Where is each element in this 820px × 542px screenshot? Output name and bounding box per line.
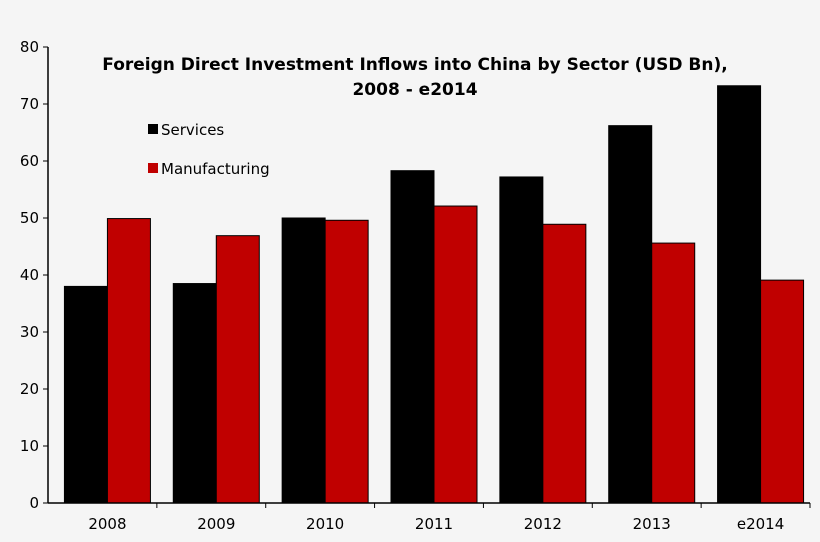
legend-label-services: Services: [161, 121, 224, 139]
bar-services-2010: [281, 217, 326, 504]
x-tick-label: 2011: [415, 515, 453, 533]
x-tick-label: 2010: [306, 515, 344, 533]
bar-services-2008: [63, 285, 108, 504]
y-tick-label: 70: [20, 95, 39, 113]
bar-services-2011: [390, 170, 435, 504]
legend-swatch-manufacturing: [148, 163, 158, 173]
chart-title: Foreign Direct Investment Inflows into C…: [102, 55, 727, 75]
y-ticks-group: 0 10 20 30 40 50 60 70 80: [20, 38, 48, 512]
x-tick-label: 2013: [633, 515, 671, 533]
bar-manufacturing-2008: [106, 218, 151, 504]
bars-group: [63, 85, 805, 504]
bar-services-2013: [608, 125, 653, 504]
x-ticks-group: 2008 2009 2010 2011 2012 2013 e2014: [88, 503, 811, 533]
y-tick-label: 50: [20, 209, 39, 227]
y-tick-label: 80: [20, 38, 39, 56]
y-tick-label: 10: [20, 437, 39, 455]
bar-services-2009: [172, 283, 217, 504]
legend-label-manufacturing: Manufacturing: [161, 160, 270, 178]
y-tick-label: 0: [29, 494, 39, 512]
bar-services-e2014: [717, 85, 762, 504]
y-tick-label: 30: [20, 323, 39, 341]
x-tick-label: 2012: [524, 515, 562, 533]
x-tick-label: 2008: [88, 515, 126, 533]
bar-manufacturing-2009: [215, 235, 260, 504]
legend-swatch-services: [148, 124, 158, 134]
y-tick-label: 60: [20, 152, 39, 170]
bar-manufacturing-2013: [651, 242, 696, 504]
bar-manufacturing-e2014: [760, 279, 805, 504]
bar-manufacturing-2011: [433, 205, 478, 504]
x-tick-label: 2009: [197, 515, 235, 533]
y-tick-label: 20: [20, 380, 39, 398]
x-tick-label: e2014: [737, 515, 784, 533]
bar-manufacturing-2012: [542, 223, 587, 504]
y-tick-label: 40: [20, 266, 39, 284]
bar-services-2012: [499, 176, 544, 504]
bar-manufacturing-2010: [324, 219, 369, 504]
legend: Services Manufacturing: [148, 121, 270, 178]
chart-subtitle: 2008 - e2014: [352, 80, 477, 100]
